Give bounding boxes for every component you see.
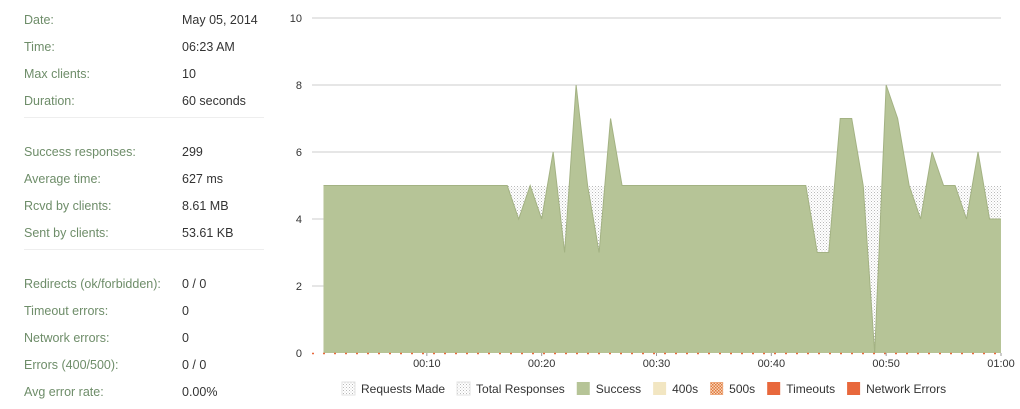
stat-row-rcvd-by-clients: Rcvd by clients: 8.61 MB bbox=[24, 196, 274, 216]
legend-label: 500s bbox=[729, 382, 755, 396]
x-tick-label: 00:50 bbox=[872, 358, 900, 370]
stat-value: 53.61 KB bbox=[182, 226, 234, 240]
legend-item-400s: 400s bbox=[653, 382, 698, 396]
stat-label: Success responses: bbox=[24, 145, 136, 159]
y-tick-label: 0 bbox=[296, 348, 302, 360]
y-tick-label: 6 bbox=[296, 147, 302, 159]
stat-value: 299 bbox=[182, 145, 203, 159]
stat-row-date: Date: May 05, 2014 bbox=[24, 10, 274, 30]
x-tick-label: 00:10 bbox=[413, 358, 441, 370]
legend-label: Total Responses bbox=[476, 382, 565, 396]
legend-label: Timeouts bbox=[786, 382, 835, 396]
legend-swatch bbox=[653, 382, 667, 395]
stat-row-timeout-errors: Timeout errors: 0 bbox=[24, 301, 274, 321]
stat-row-time: Time: 06:23 AM bbox=[24, 37, 274, 57]
stat-row-redirects-ok-forbidden: Redirects (ok/forbidden): 0 / 0 bbox=[24, 274, 274, 294]
stat-value: 0 bbox=[182, 331, 189, 345]
stat-value: 10 bbox=[182, 67, 196, 81]
legend-label: Network Errors bbox=[866, 382, 946, 396]
stat-value: 0 bbox=[182, 304, 189, 318]
stat-value: 0 / 0 bbox=[182, 358, 207, 372]
legend-item-timeouts: Timeouts bbox=[767, 382, 835, 396]
stat-label: Date: bbox=[24, 13, 54, 27]
y-tick-label: 10 bbox=[290, 13, 302, 25]
legend-item-network-errors: Network Errors bbox=[847, 382, 946, 396]
legend-swatch bbox=[847, 382, 861, 395]
stat-divider bbox=[24, 117, 264, 118]
stat-label: Errors (400/500): bbox=[24, 358, 119, 372]
x-tick-label: 00:20 bbox=[528, 358, 556, 370]
stat-label: Duration: bbox=[24, 94, 75, 108]
legend-swatch bbox=[341, 381, 356, 396]
stat-value: 60 seconds bbox=[182, 94, 246, 108]
x-tick-label: 01:00 bbox=[987, 358, 1015, 370]
legend-label: Success bbox=[596, 382, 641, 396]
legend-swatch bbox=[710, 382, 724, 395]
stat-label: Time: bbox=[24, 40, 55, 54]
x-tick-label: 00:30 bbox=[643, 358, 671, 370]
stat-label: Redirects (ok/forbidden): bbox=[24, 277, 161, 291]
y-tick-label: 8 bbox=[296, 80, 302, 92]
summary-stats-panel: Date: May 05, 2014 Time: 06:23 AM Max client… bbox=[0, 0, 275, 409]
stat-divider bbox=[24, 249, 264, 250]
stat-label: Network errors: bbox=[24, 331, 110, 345]
stat-value: 627 ms bbox=[182, 172, 223, 186]
stat-label: Sent by clients: bbox=[24, 226, 109, 240]
stat-row-duration: Duration: 60 seconds bbox=[24, 91, 274, 111]
stat-label: Average time: bbox=[24, 172, 101, 186]
legend-item-requests-made: Requests Made bbox=[341, 381, 445, 396]
stat-row-avg-error-rate: Avg error rate: 0.00% bbox=[24, 382, 274, 402]
stat-row-errors-400-500: Errors (400/500): 0 / 0 bbox=[24, 355, 274, 375]
y-tick-label: 4 bbox=[296, 214, 302, 226]
legend-swatch bbox=[767, 382, 781, 395]
y-tick-label: 2 bbox=[296, 281, 302, 293]
responses-area-chart: 0 2 4 6 8 10 00:10 00:20 00:30 00:40 00:50 01:00 Re… bbox=[290, 13, 1015, 396]
legend-label: 400s bbox=[672, 382, 698, 396]
stat-label: Timeout errors: bbox=[24, 304, 109, 318]
stat-row-success-responses: Success responses: 299 bbox=[24, 142, 274, 162]
stat-row-network-errors: Network errors: 0 bbox=[24, 328, 274, 348]
legend-item-total-responses: Total Responses bbox=[456, 381, 565, 396]
stat-label: Rcvd by clients: bbox=[24, 199, 112, 213]
series-line-success bbox=[323, 84, 1001, 354]
series-area-success bbox=[323, 85, 1001, 353]
stat-value: 06:23 AM bbox=[182, 40, 235, 54]
x-tick-label: 00:40 bbox=[758, 358, 786, 370]
stat-row-max-clients: Max clients: 10 bbox=[24, 64, 274, 84]
stat-label: Max clients: bbox=[24, 67, 90, 81]
legend-swatch bbox=[456, 381, 471, 396]
legend-item-success: Success bbox=[576, 382, 641, 396]
stat-label: Avg error rate: bbox=[24, 385, 104, 399]
legend-item-500s: 500s bbox=[710, 382, 755, 396]
stat-value: 8.61 MB bbox=[182, 199, 229, 213]
legend-label: Requests Made bbox=[361, 382, 445, 396]
stat-value: 0 / 0 bbox=[182, 277, 207, 291]
stat-row-average-time: Average time: 627 ms bbox=[24, 169, 274, 189]
stat-value: 0.00% bbox=[182, 385, 218, 399]
stat-row-sent-by-clients: Sent by clients: 53.61 KB bbox=[24, 223, 274, 243]
legend-swatch bbox=[576, 382, 590, 395]
stat-value: May 05, 2014 bbox=[182, 13, 258, 27]
